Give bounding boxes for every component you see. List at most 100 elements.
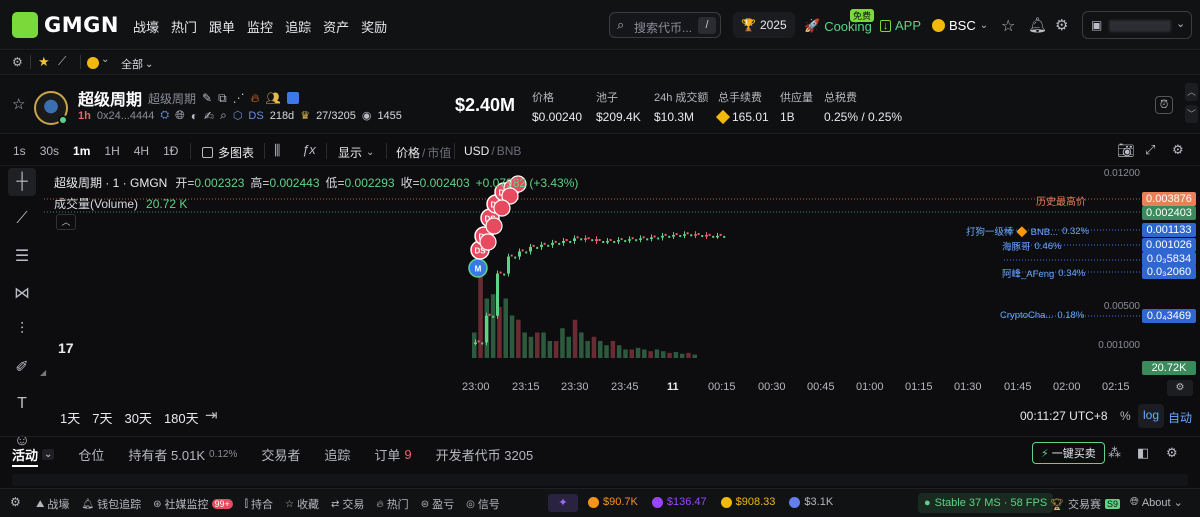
- interval-option[interactable]: 30s: [39, 144, 60, 158]
- panel-layout-icon[interactable]: ◧: [1137, 445, 1150, 460]
- mcap-toggle[interactable]: 市值: [427, 146, 452, 160]
- trading-arena-link[interactable]: 🏆︎ 交易赛 S9: [1050, 496, 1120, 512]
- crosshair-icon[interactable]: ┼: [8, 168, 36, 196]
- percent-scale-toggle[interactable]: %: [1120, 409, 1131, 423]
- wallet-label[interactable]: CryptoCha... 0.18%: [1000, 310, 1084, 321]
- edit-icon[interactable]: ✎: [202, 91, 213, 105]
- camera-icon[interactable]: 📷︎: [1117, 142, 1135, 158]
- price-toggle[interactable]: 价格: [396, 146, 421, 160]
- currency-toggle[interactable]: USD / BNB: [464, 144, 522, 158]
- nav-item[interactable]: 追踪: [285, 20, 312, 35]
- share-icon[interactable]: ⋰: [232, 91, 245, 105]
- bsc-chain-icon[interactable]: [87, 57, 99, 69]
- expand-arrow-icon[interactable]: ◢: [40, 368, 47, 377]
- calendar-range-icon[interactable]: ⇥: [205, 407, 218, 424]
- footer-nav-item[interactable]: ⛰ 战壕: [36, 496, 69, 512]
- trade-marker-m[interactable]: M: [468, 258, 488, 278]
- tab-item[interactable]: 交易者: [261, 445, 300, 464]
- gear-icon[interactable]: ⚙: [10, 495, 21, 509]
- fib-icon[interactable]: ⫶: [19, 321, 24, 338]
- trade-marker-ds[interactable]: [501, 187, 519, 205]
- nav-item[interactable]: 资产: [323, 20, 350, 35]
- nav-item[interactable]: 战壕: [133, 20, 160, 35]
- horizontal-lines-icon[interactable]: ☰: [14, 248, 30, 265]
- brush-icon[interactable]: ✐: [15, 359, 29, 376]
- wallet-label[interactable]: 阿峰_AFeng 0.34%: [1002, 266, 1085, 281]
- footer-nav-item[interactable]: 🔔︎ 钱包追踪: [81, 496, 141, 512]
- candlestick-icon[interactable]: ⫼: [274, 142, 281, 158]
- quick-buy-sell-button[interactable]: ⚡︎ 一键买卖: [1032, 442, 1105, 464]
- chevron-down-icon[interactable]: ⌄: [167, 143, 177, 155]
- tab-item[interactable]: 订单 9: [374, 445, 411, 464]
- cooking-button[interactable]: 🚀 Cooking: [804, 18, 872, 34]
- usd-toggle[interactable]: USD: [464, 144, 490, 158]
- expand-icon[interactable]: ⤢: [1145, 142, 1156, 157]
- plugin-icon[interactable]: ✦: [548, 494, 578, 512]
- chevron-down-icon[interactable]: ﹀: [1185, 105, 1198, 123]
- gear-icon[interactable]: ⚙: [1166, 445, 1178, 460]
- star-icon[interactable]: ☆: [1001, 18, 1016, 35]
- range-option[interactable]: 30天: [124, 411, 152, 426]
- nav-item[interactable]: 监控: [247, 20, 274, 35]
- tradingview-logo-icon[interactable]: 17: [58, 340, 74, 356]
- footer-nav-item[interactable]: ☆ 收藏: [285, 496, 319, 512]
- trade-marker-ds[interactable]: [493, 199, 511, 217]
- interval-option[interactable]: 1H: [104, 144, 120, 158]
- tab-item[interactable]: 持有者 5.01K 0.12%: [128, 445, 237, 464]
- chart-line-icon[interactable]: ⟋: [58, 54, 67, 68]
- filter-all-dropdown[interactable]: 全部 ⌄: [121, 56, 153, 72]
- chevron-down-icon[interactable]: ⌄: [42, 449, 55, 460]
- indicators-fx-icon[interactable]: ƒx: [302, 142, 316, 157]
- wallet-label[interactable]: 打狗一级棒 🔶 BNB... 0.32%: [966, 224, 1089, 239]
- log-scale-toggle[interactable]: log: [1138, 404, 1165, 428]
- globe-icon[interactable]: 🌐︎: [175, 108, 185, 122]
- pattern-icon[interactable]: ⋈: [14, 285, 30, 302]
- interval-option[interactable]: 4H: [133, 144, 150, 158]
- about-dropdown[interactable]: 🌐︎ About ⌄: [1130, 496, 1183, 509]
- scale-settings-icon[interactable]: ⚙: [1167, 380, 1193, 396]
- tab-item[interactable]: 追踪: [324, 445, 350, 464]
- search-icon[interactable]: ⌕: [220, 108, 227, 122]
- chevron-down-icon[interactable]: ⌄: [101, 54, 110, 65]
- wallet-label[interactable]: 海豚哥 0.46%: [1002, 239, 1061, 254]
- footer-nav-item[interactable]: ⇄ 交易: [331, 496, 364, 512]
- trophy-2025-button[interactable]: 🏆 2025: [733, 12, 795, 38]
- range-option[interactable]: 1天: [60, 411, 81, 426]
- footer-nav-item[interactable]: ⫿ 持合: [245, 496, 273, 512]
- gear-icon[interactable]: ⚙: [1055, 17, 1069, 34]
- trade-marker-ds[interactable]: [485, 217, 503, 235]
- chevron-up-icon[interactable]: ︿: [1185, 83, 1198, 101]
- footer-nav-item[interactable]: 🔥︎ 热门: [376, 496, 408, 512]
- tab-item[interactable]: 开发者代币 3205: [436, 445, 534, 464]
- text-tool-icon[interactable]: T: [17, 395, 27, 412]
- footer-nav-item[interactable]: ⊜ 盈亏: [421, 496, 454, 512]
- trend-line-icon[interactable]: ⟋: [16, 210, 28, 227]
- price-mcap-toggle[interactable]: 价格 / 市值: [396, 145, 452, 161]
- range-option[interactable]: 180天: [163, 411, 199, 426]
- logo-text[interactable]: GMGN: [44, 13, 119, 37]
- bnb-toggle[interactable]: BNB: [496, 144, 522, 158]
- display-dropdown[interactable]: 显示 ⌄: [338, 144, 374, 161]
- copy-icon[interactable]: ⧉: [218, 90, 227, 105]
- interval-option[interactable]: 1s: [13, 144, 26, 158]
- price-chart[interactable]: MDSDSDSDSDS: [44, 168, 1140, 400]
- token-address[interactable]: 0x24...4444: [96, 109, 155, 122]
- multi-chart-toggle[interactable]: 多图表: [202, 144, 254, 161]
- collapse-legend-button[interactable]: ︿: [56, 214, 76, 230]
- chain-selector[interactable]: BSC ⌄: [932, 18, 988, 33]
- interval-option[interactable]: 1m: [73, 144, 91, 158]
- gear-icon[interactable]: ⚙: [12, 55, 23, 69]
- bubble-map-icon[interactable]: ⁂: [1108, 445, 1121, 460]
- gear-icon[interactable]: ⚙: [1172, 142, 1184, 157]
- community-icon[interactable]: ◐: [190, 108, 199, 123]
- nav-item[interactable]: 奖励: [361, 20, 388, 35]
- interval-option[interactable]: 1D: [163, 144, 179, 158]
- trade-marker-ds[interactable]: [479, 233, 497, 251]
- app-download-button[interactable]: ↓ APP: [880, 18, 921, 33]
- trade-marker-ds[interactable]: [509, 175, 527, 193]
- tab-item[interactable]: 活动 ⌄: [12, 445, 55, 467]
- footer-nav-item[interactable]: ◎ 信号: [466, 496, 500, 512]
- nav-item[interactable]: 跟单: [209, 20, 236, 35]
- nav-item[interactable]: 热门: [171, 20, 198, 35]
- tab-item[interactable]: 仓位: [78, 445, 104, 464]
